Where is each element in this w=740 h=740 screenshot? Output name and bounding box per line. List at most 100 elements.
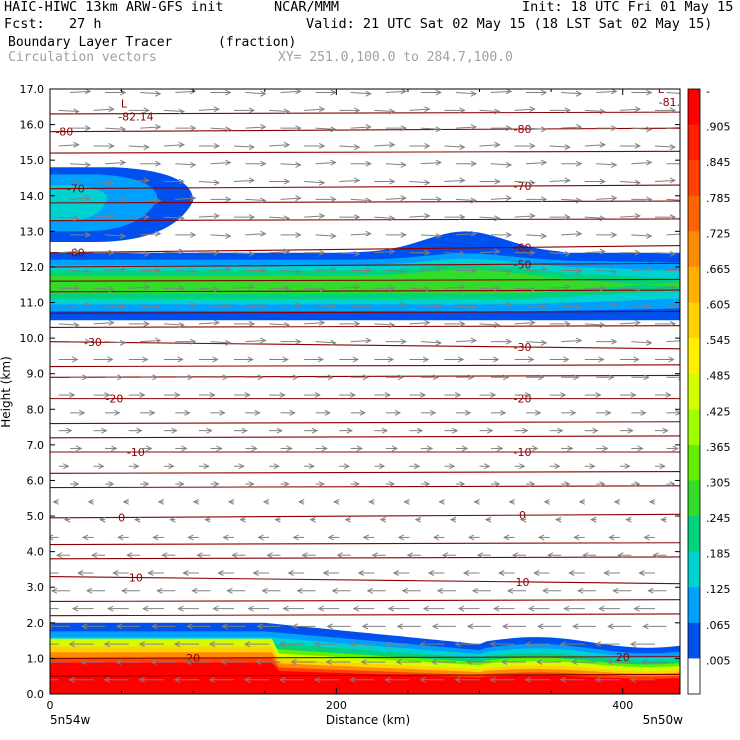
vector-shaft <box>596 304 617 307</box>
vector-head <box>470 197 478 204</box>
colorbar-label: .785 <box>706 192 731 205</box>
vector-head <box>459 177 466 184</box>
y-tick-label: 17.0 <box>20 83 45 96</box>
vector-head <box>146 445 153 452</box>
vector-head <box>529 319 536 326</box>
vector-shaft <box>245 233 266 236</box>
vector-head <box>400 231 407 238</box>
vector-head <box>537 623 544 630</box>
vector-head <box>295 301 302 308</box>
vector-head <box>669 214 677 221</box>
vector-head <box>256 623 263 630</box>
vector-shaft <box>596 90 617 94</box>
vector-head <box>422 605 430 612</box>
vector-head <box>494 248 501 255</box>
vector-shaft <box>350 198 371 202</box>
vector-head <box>344 516 351 523</box>
vector-head <box>359 409 366 416</box>
vector-shaft <box>619 287 640 290</box>
vector-head <box>397 534 405 541</box>
vector-head <box>365 230 372 237</box>
vector-shaft <box>666 92 680 94</box>
vector-shaft <box>210 341 231 344</box>
vector-head <box>301 552 308 559</box>
y-tick-label: 16.0 <box>20 119 45 132</box>
field-unit: (fraction) <box>218 35 297 50</box>
vector-head <box>295 161 302 168</box>
vector-shaft <box>210 162 231 165</box>
vector-head <box>283 141 291 148</box>
vector-head <box>349 392 357 399</box>
vector-head <box>564 144 571 151</box>
vector-head <box>84 195 92 202</box>
vector-head <box>484 463 491 470</box>
colorbar-label: .005 <box>706 654 731 667</box>
vector-head <box>150 659 157 665</box>
vector-shaft <box>526 162 547 165</box>
vector-head <box>255 659 262 665</box>
vector-head <box>349 676 356 683</box>
vector-shaft <box>420 127 441 130</box>
vector-head <box>190 231 197 238</box>
vector-shaft <box>584 323 605 326</box>
vector-head <box>400 125 407 132</box>
vector-head <box>470 160 478 167</box>
vector-head <box>594 641 602 648</box>
vector-head <box>594 676 602 683</box>
vector-head <box>529 212 536 219</box>
vector-head <box>563 605 570 612</box>
vector-shaft <box>490 197 512 200</box>
vector-head <box>190 268 197 275</box>
vector-head <box>213 106 221 113</box>
model-title: HAIC-HIWC 13km ARW-GFS init <box>4 0 224 15</box>
y-tick-label: 0.0 <box>27 688 45 701</box>
vector-head <box>314 641 321 648</box>
vector-head <box>389 215 396 222</box>
vector-shaft <box>210 234 231 237</box>
vector-shaft <box>444 252 465 255</box>
vector-head <box>225 159 232 166</box>
vector-head <box>354 284 361 291</box>
vector-head <box>672 445 679 452</box>
vector-shaft <box>490 90 512 94</box>
vector-head <box>400 89 407 95</box>
vector-head <box>391 445 399 452</box>
vector-head <box>283 285 291 292</box>
vector-shaft <box>455 198 476 202</box>
vector-head <box>389 178 396 185</box>
vector-shaft <box>315 127 336 130</box>
vector-head <box>451 427 459 434</box>
vector-head <box>111 445 118 452</box>
vector-head <box>143 177 150 184</box>
vector-head <box>476 552 484 559</box>
vector-head <box>84 268 92 275</box>
x-axis-title: Distance (km) <box>326 713 410 727</box>
vector-head <box>151 623 158 630</box>
vector-head <box>82 374 89 381</box>
vector-head <box>365 123 372 130</box>
vector-shaft <box>315 162 336 165</box>
vector-head <box>540 159 548 166</box>
vector-head <box>454 392 462 399</box>
vector-shaft <box>420 268 441 271</box>
vector-head <box>529 142 536 149</box>
low-value: -81.1 <box>659 96 687 109</box>
vector-head <box>108 179 115 186</box>
vector-head <box>296 587 303 594</box>
vector-shaft <box>619 181 640 184</box>
vector-shaft <box>140 233 161 236</box>
vector-shaft <box>666 340 680 343</box>
vector-head <box>243 641 251 648</box>
vector-shaft <box>269 251 290 254</box>
vector-shaft <box>666 198 680 201</box>
vector-head <box>392 570 400 576</box>
vector-head <box>143 284 150 291</box>
vector-shaft <box>490 304 512 307</box>
vector-head <box>84 301 92 308</box>
vector-head <box>318 481 325 487</box>
vector-head <box>289 409 296 416</box>
vector-label: Circulation vectors <box>8 50 157 65</box>
vector-head <box>292 374 299 381</box>
colorbar-swatch <box>688 480 700 517</box>
vector-head <box>506 587 514 594</box>
